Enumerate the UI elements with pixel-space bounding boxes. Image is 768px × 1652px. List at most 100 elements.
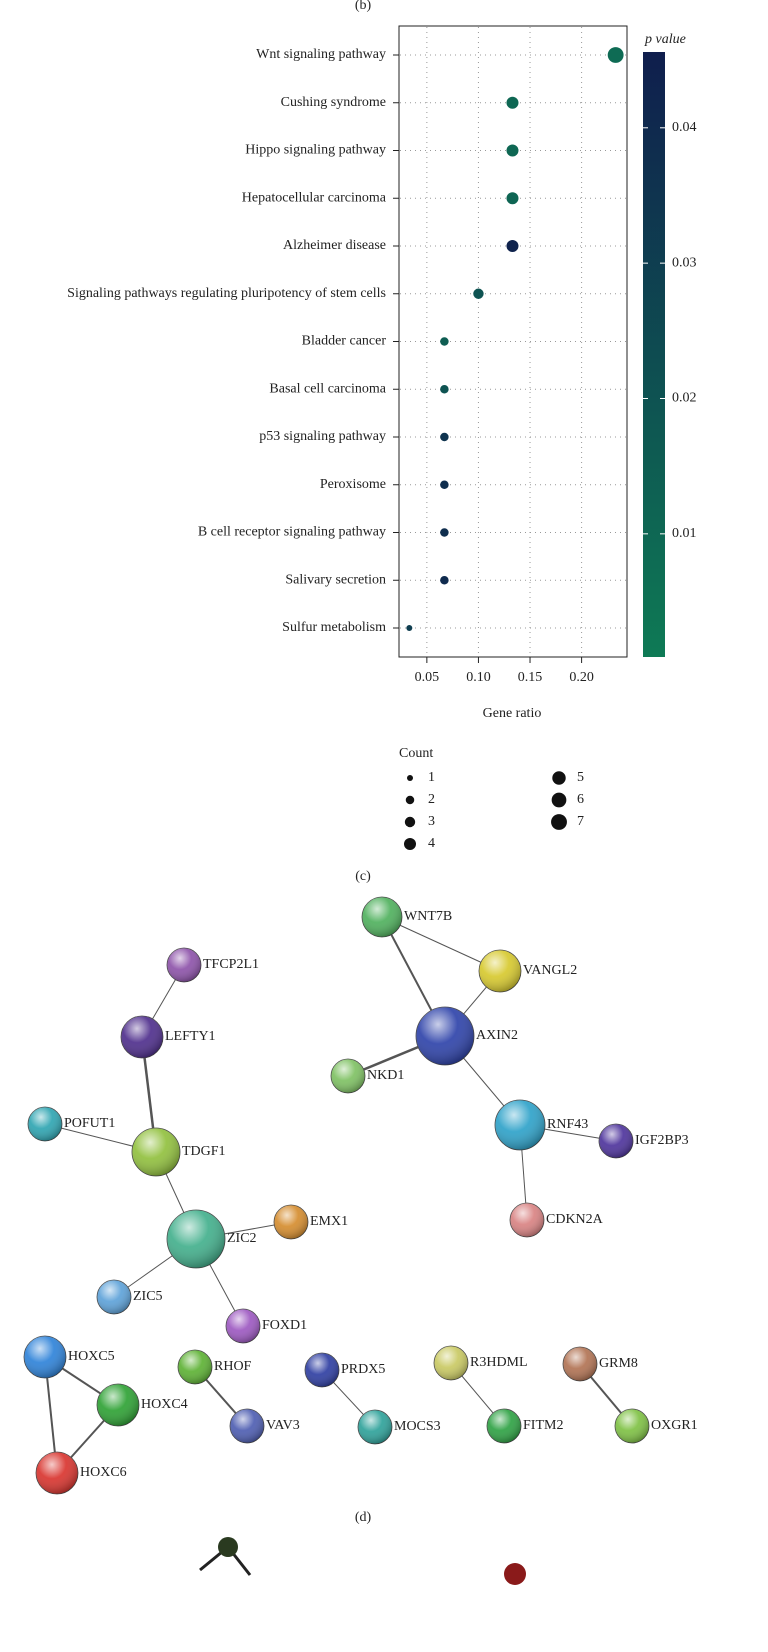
node-shine xyxy=(615,1409,649,1443)
node-label: VANGL2 xyxy=(523,963,577,978)
node-label: OXGR1 xyxy=(651,1418,698,1433)
y-tick-label: B cell receptor signaling pathway xyxy=(198,525,386,540)
dot xyxy=(440,337,449,346)
node-label: HOXC6 xyxy=(80,1465,127,1480)
node xyxy=(504,1563,526,1585)
node-shine xyxy=(167,948,201,982)
legend-dot xyxy=(407,775,413,781)
plot-frame xyxy=(398,25,628,658)
x-tick-label: 0.15 xyxy=(518,670,543,685)
node-label: MOCS3 xyxy=(394,1419,441,1434)
dot xyxy=(506,96,519,109)
node xyxy=(218,1537,238,1557)
panel-label: (c) xyxy=(355,869,371,884)
node-label: VAV3 xyxy=(266,1418,300,1433)
legend-dot xyxy=(405,795,415,805)
x-axis-label: Gene ratio xyxy=(483,706,542,721)
node-shine xyxy=(487,1409,521,1443)
dot xyxy=(440,528,449,537)
legend-label: 5 xyxy=(577,770,584,785)
node-label: R3HDML xyxy=(470,1355,528,1370)
node-label: FOXD1 xyxy=(262,1318,307,1333)
node-label: IGF2BP3 xyxy=(635,1133,689,1148)
node-label: TDGF1 xyxy=(182,1144,226,1159)
y-tick-label: Signaling pathways regulating pluripoten… xyxy=(67,286,386,301)
legend-label: 3 xyxy=(428,814,435,829)
colorbar-tick-label: 0.03 xyxy=(672,255,697,270)
node-label: RNF43 xyxy=(547,1117,588,1132)
network: TFCP2L1 LEFTY1 POFUT1 TDGF1 ZIC2 EMX1 ZIC5 FOXD… xyxy=(23,896,698,1495)
node-label: HOXC4 xyxy=(141,1397,188,1412)
y-tick-label: Basal cell carcinoma xyxy=(269,381,386,396)
x-tick-label: 0.10 xyxy=(466,670,491,685)
node-label: CDKN2A xyxy=(546,1212,604,1227)
node-shine xyxy=(24,1336,66,1378)
node-shine xyxy=(358,1410,392,1444)
node-shine xyxy=(167,1210,225,1268)
panel-label: (d) xyxy=(355,1510,372,1525)
node-label: PRDX5 xyxy=(341,1362,385,1377)
node-shine xyxy=(434,1346,468,1380)
legend-label: 2 xyxy=(428,792,435,807)
dot xyxy=(506,192,519,205)
node-shine xyxy=(331,1059,365,1093)
node-shine xyxy=(97,1384,139,1426)
y-tick-label: Sulfur metabolism xyxy=(282,620,386,635)
node-label: POFUT1 xyxy=(64,1116,115,1131)
dot xyxy=(440,480,449,489)
node-shine xyxy=(36,1452,78,1494)
y-tick-label: Peroxisome xyxy=(320,477,386,492)
legend-dot xyxy=(404,838,416,850)
y-tick-label: p53 signaling pathway xyxy=(259,429,386,444)
y-tick-label: Cushing syndrome xyxy=(281,95,386,110)
node-shine xyxy=(230,1409,264,1443)
panel-label: (b) xyxy=(355,0,372,13)
legend-label: 4 xyxy=(428,836,435,851)
y-tick-label: Alzheimer disease xyxy=(283,238,386,253)
node-shine xyxy=(495,1100,545,1150)
node-shine xyxy=(599,1124,633,1158)
y-tick-label: Wnt signaling pathway xyxy=(256,47,386,62)
edge xyxy=(381,916,501,972)
y-tick-label: Hepatocellular carcinoma xyxy=(242,190,387,205)
node-label: RHOF xyxy=(214,1359,252,1374)
node-label: WNT7B xyxy=(404,909,452,924)
node-label: HOXC5 xyxy=(68,1349,115,1364)
dot xyxy=(440,576,449,585)
dot xyxy=(440,432,449,442)
node-shine xyxy=(416,1007,474,1065)
colorbar-tick-label: 0.04 xyxy=(672,120,697,135)
node-label: GRM8 xyxy=(599,1356,638,1371)
legend-label: 1 xyxy=(428,770,435,785)
legend-dot xyxy=(551,814,567,830)
node-label: LEFTY1 xyxy=(165,1029,216,1044)
x-tick-label: 0.05 xyxy=(415,670,440,685)
legend-title: Count xyxy=(399,746,433,761)
node-shine xyxy=(178,1350,212,1384)
dot xyxy=(506,144,519,157)
colorbar-title: p value xyxy=(644,32,686,47)
node-label: ZIC5 xyxy=(133,1289,163,1304)
node-shine xyxy=(510,1203,544,1237)
y-tick-label: Bladder cancer xyxy=(302,334,387,349)
node-shine xyxy=(132,1128,180,1176)
node-label: FITM2 xyxy=(523,1418,563,1433)
legend-label: 7 xyxy=(577,814,584,829)
node-label: ZIC2 xyxy=(227,1231,257,1246)
colorbar-tick-label: 0.01 xyxy=(672,526,697,541)
y-tick-label: Salivary secretion xyxy=(285,572,386,587)
node-shine xyxy=(479,950,521,992)
node-shine xyxy=(362,897,402,937)
legend-dot xyxy=(404,816,416,828)
x-tick-label: 0.20 xyxy=(569,670,594,685)
legend-dot xyxy=(551,792,567,808)
node-label: TFCP2L1 xyxy=(203,957,259,972)
node-shine xyxy=(274,1205,308,1239)
node-shine xyxy=(305,1353,339,1387)
node-label: AXIN2 xyxy=(476,1028,518,1043)
legend-dot xyxy=(552,771,566,785)
node-label: EMX1 xyxy=(310,1214,348,1229)
node-shine xyxy=(563,1347,597,1381)
dot xyxy=(440,385,449,394)
